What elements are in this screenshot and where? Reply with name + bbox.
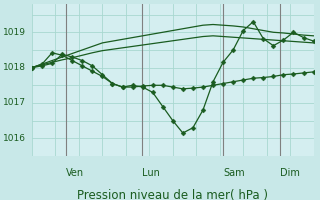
Text: 1017: 1017 — [4, 98, 26, 107]
Text: Pression niveau de la mer( hPa ): Pression niveau de la mer( hPa ) — [77, 189, 268, 200]
Text: Lun: Lun — [142, 168, 160, 178]
Text: Ven: Ven — [66, 168, 84, 178]
Text: Dim: Dim — [280, 168, 300, 178]
Text: 1019: 1019 — [4, 28, 26, 37]
Text: Sam: Sam — [223, 168, 245, 178]
Text: 1016: 1016 — [4, 134, 26, 143]
Text: 1018: 1018 — [4, 63, 26, 72]
